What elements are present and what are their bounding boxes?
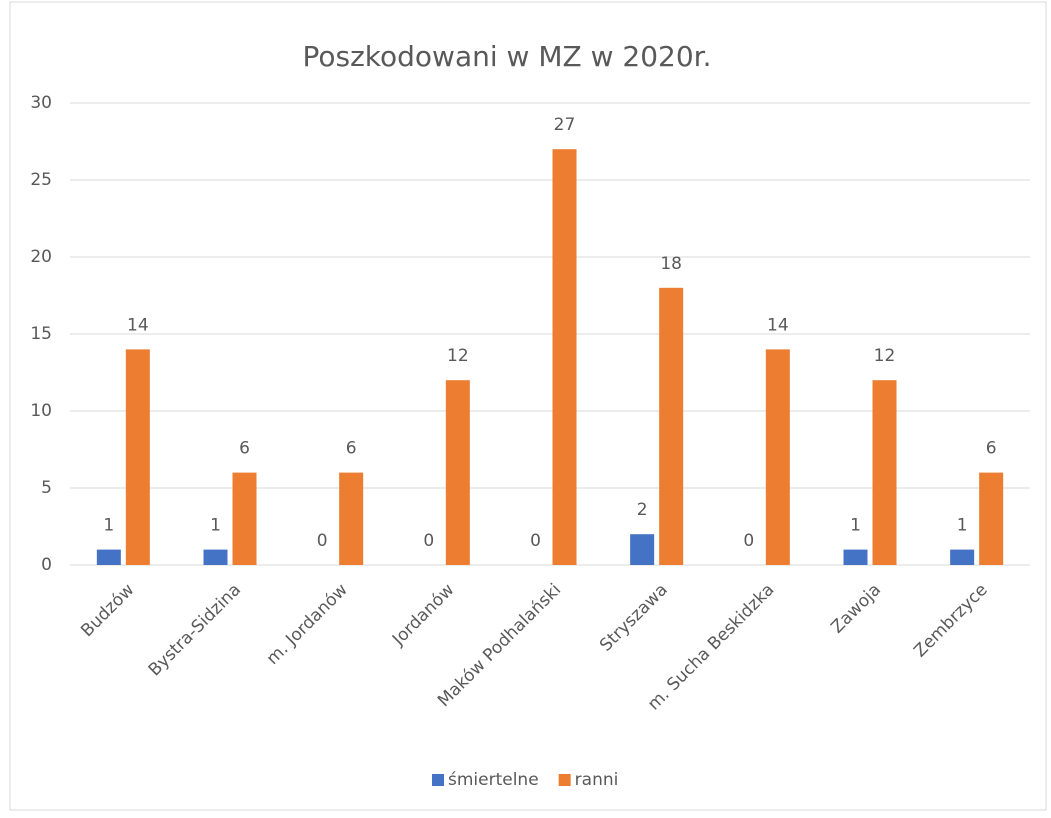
y-tick-label: 30 bbox=[30, 93, 52, 113]
data-label: 6 bbox=[986, 439, 997, 459]
data-label: 12 bbox=[447, 346, 469, 366]
bar bbox=[96, 549, 121, 565]
data-label: 14 bbox=[767, 315, 789, 335]
data-label: 0 bbox=[317, 531, 328, 551]
data-label: 1 bbox=[103, 516, 114, 536]
bar bbox=[552, 149, 577, 565]
bar bbox=[979, 472, 1004, 565]
bar bbox=[125, 349, 150, 565]
legend-swatch bbox=[558, 774, 571, 786]
bar bbox=[445, 380, 470, 565]
y-tick-label: 10 bbox=[30, 401, 52, 421]
bar bbox=[232, 472, 257, 565]
data-label: 6 bbox=[239, 439, 250, 459]
data-label: 0 bbox=[743, 531, 754, 551]
legend-swatch bbox=[432, 774, 444, 786]
data-label: 0 bbox=[530, 531, 541, 551]
data-label: 2 bbox=[637, 500, 648, 520]
data-label: 12 bbox=[874, 346, 896, 366]
bar bbox=[765, 349, 790, 565]
data-label: 1 bbox=[210, 516, 221, 536]
legend-label: ranni bbox=[575, 770, 619, 790]
bar bbox=[203, 549, 228, 565]
legend-label: śmiertelne bbox=[448, 770, 539, 790]
y-tick-label: 25 bbox=[30, 170, 52, 190]
data-label: 0 bbox=[423, 531, 434, 551]
y-tick-label: 15 bbox=[30, 324, 52, 344]
bar bbox=[872, 380, 897, 565]
data-label: 1 bbox=[957, 516, 968, 536]
data-label: 1 bbox=[850, 516, 861, 536]
bar bbox=[630, 534, 655, 565]
data-label: 6 bbox=[346, 439, 357, 459]
data-label: 14 bbox=[127, 315, 149, 335]
bar bbox=[659, 287, 684, 565]
bar bbox=[339, 472, 364, 565]
y-tick-label: 5 bbox=[41, 478, 52, 498]
bar bbox=[950, 549, 975, 565]
bar bbox=[843, 549, 868, 565]
data-label: 27 bbox=[554, 115, 576, 135]
y-tick-label: 20 bbox=[30, 247, 52, 267]
chart-title: Poszkodowani w MZ w 2020r. bbox=[303, 40, 712, 73]
y-tick-label: 0 bbox=[41, 555, 52, 575]
data-label: 18 bbox=[660, 254, 682, 274]
